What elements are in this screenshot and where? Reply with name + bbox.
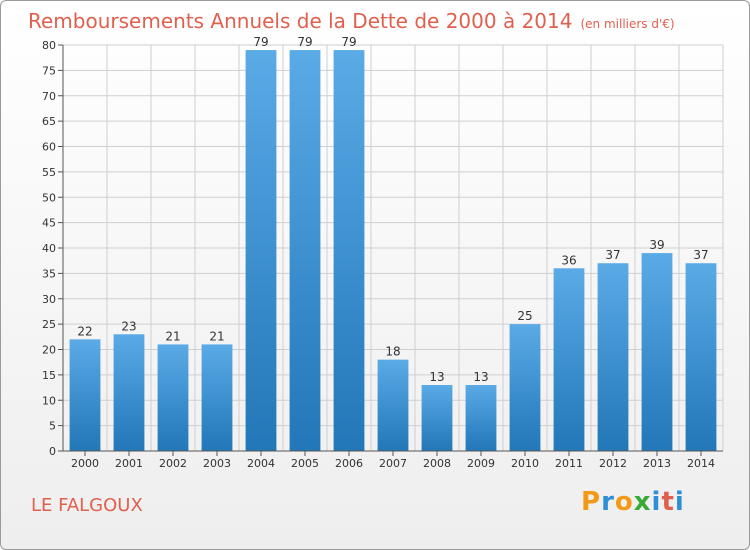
chart-unit: (en milliers d'€) bbox=[580, 17, 675, 31]
x-tick-label-2004: 2004 bbox=[247, 457, 275, 470]
y-tick-label: 45 bbox=[42, 217, 56, 230]
bar-2003 bbox=[201, 344, 233, 451]
bars bbox=[69, 50, 717, 451]
data-label-2004: 79 bbox=[253, 35, 268, 49]
bar-2000 bbox=[69, 339, 101, 451]
y-tick-label: 20 bbox=[42, 344, 56, 357]
data-label-2012: 37 bbox=[605, 248, 620, 262]
data-label-2013: 39 bbox=[649, 238, 664, 252]
x-tick-label-2005: 2005 bbox=[291, 457, 319, 470]
x-tick-label-2007: 2007 bbox=[379, 457, 407, 470]
y-tick-label: 35 bbox=[42, 267, 56, 280]
x-tick-label-2008: 2008 bbox=[423, 457, 451, 470]
bar-2004 bbox=[245, 50, 277, 451]
chart-title-text: Remboursements Annuels de la Dette de 20… bbox=[28, 9, 573, 33]
x-tick-label-2006: 2006 bbox=[335, 457, 363, 470]
logo-letter: i bbox=[651, 487, 662, 517]
logo-letter: t bbox=[661, 487, 675, 517]
y-tick-label: 75 bbox=[42, 64, 56, 77]
y-tick-label: 70 bbox=[42, 90, 56, 103]
x-tick-label-2009: 2009 bbox=[467, 457, 495, 470]
data-labels: 22 23 21 21 79 79 79 18 13 13 25 36 37 39 37 bbox=[77, 35, 708, 384]
y-tick-label: 50 bbox=[42, 191, 56, 204]
x-tick-label-2013: 2013 bbox=[643, 457, 671, 470]
proxiti-logo: Proxiti bbox=[581, 487, 685, 517]
data-label-2000: 22 bbox=[77, 324, 92, 338]
logo-letter: i bbox=[674, 487, 685, 517]
data-label-2002: 21 bbox=[165, 329, 180, 343]
bar-2008 bbox=[421, 385, 453, 451]
axes: 0 5 10 15 20 25 30 35 40 45 50 55 60 65 70 75 80 2000 2001… bbox=[42, 39, 723, 470]
data-label-2011: 36 bbox=[561, 253, 576, 267]
bar-2010 bbox=[509, 324, 541, 451]
data-label-2006: 79 bbox=[341, 35, 356, 49]
bar-2007 bbox=[377, 359, 409, 451]
bar-2005 bbox=[289, 50, 321, 451]
bar-2001 bbox=[113, 334, 145, 451]
y-tick-label: 55 bbox=[42, 166, 56, 179]
x-tick-label-2003: 2003 bbox=[203, 457, 231, 470]
logo-letter: o bbox=[614, 487, 634, 517]
y-tick-label: 5 bbox=[49, 420, 56, 433]
data-label-2014: 37 bbox=[693, 248, 708, 262]
y-tick-label: 40 bbox=[42, 242, 56, 255]
y-tick-label: 10 bbox=[42, 394, 56, 407]
bar-2009 bbox=[465, 385, 497, 451]
bar-2014 bbox=[685, 263, 717, 451]
chart-title: Remboursements Annuels de la Dette de 20… bbox=[28, 9, 675, 33]
y-tick-label: 15 bbox=[42, 369, 56, 382]
data-label-2008: 13 bbox=[429, 370, 444, 384]
bar-2006 bbox=[333, 50, 365, 451]
x-tick-label-2011: 2011 bbox=[555, 457, 583, 470]
x-tick-label-2014: 2014 bbox=[687, 457, 715, 470]
logo-letter: x bbox=[633, 487, 652, 517]
bar-2012 bbox=[597, 263, 629, 451]
y-tick-label: 60 bbox=[42, 141, 56, 154]
data-label-2010: 25 bbox=[517, 309, 532, 323]
data-label-2003: 21 bbox=[209, 329, 224, 343]
y-tick-label: 25 bbox=[42, 318, 56, 331]
bar-2013 bbox=[641, 253, 673, 451]
bar-2002 bbox=[157, 344, 189, 451]
y-tick-label: 65 bbox=[42, 115, 56, 128]
logo-letter: r bbox=[601, 487, 615, 517]
y-tick-label: 80 bbox=[42, 39, 56, 52]
commune-name: LE FALGOUX bbox=[31, 495, 143, 516]
x-tick-label-2001: 2001 bbox=[115, 457, 143, 470]
y-tick-label: 30 bbox=[42, 293, 56, 306]
logo-letter: P bbox=[581, 487, 602, 517]
data-label-2007: 18 bbox=[385, 345, 400, 359]
y-tick-label: 0 bbox=[49, 445, 56, 458]
x-tick-label-2002: 2002 bbox=[159, 457, 187, 470]
x-tick-label-2010: 2010 bbox=[511, 457, 539, 470]
data-label-2005: 79 bbox=[297, 35, 312, 49]
data-label-2001: 23 bbox=[121, 319, 136, 333]
x-tick-label-2012: 2012 bbox=[599, 457, 627, 470]
x-tick-label-2000: 2000 bbox=[71, 457, 99, 470]
data-label-2009: 13 bbox=[473, 370, 488, 384]
bar-2011 bbox=[553, 268, 585, 451]
